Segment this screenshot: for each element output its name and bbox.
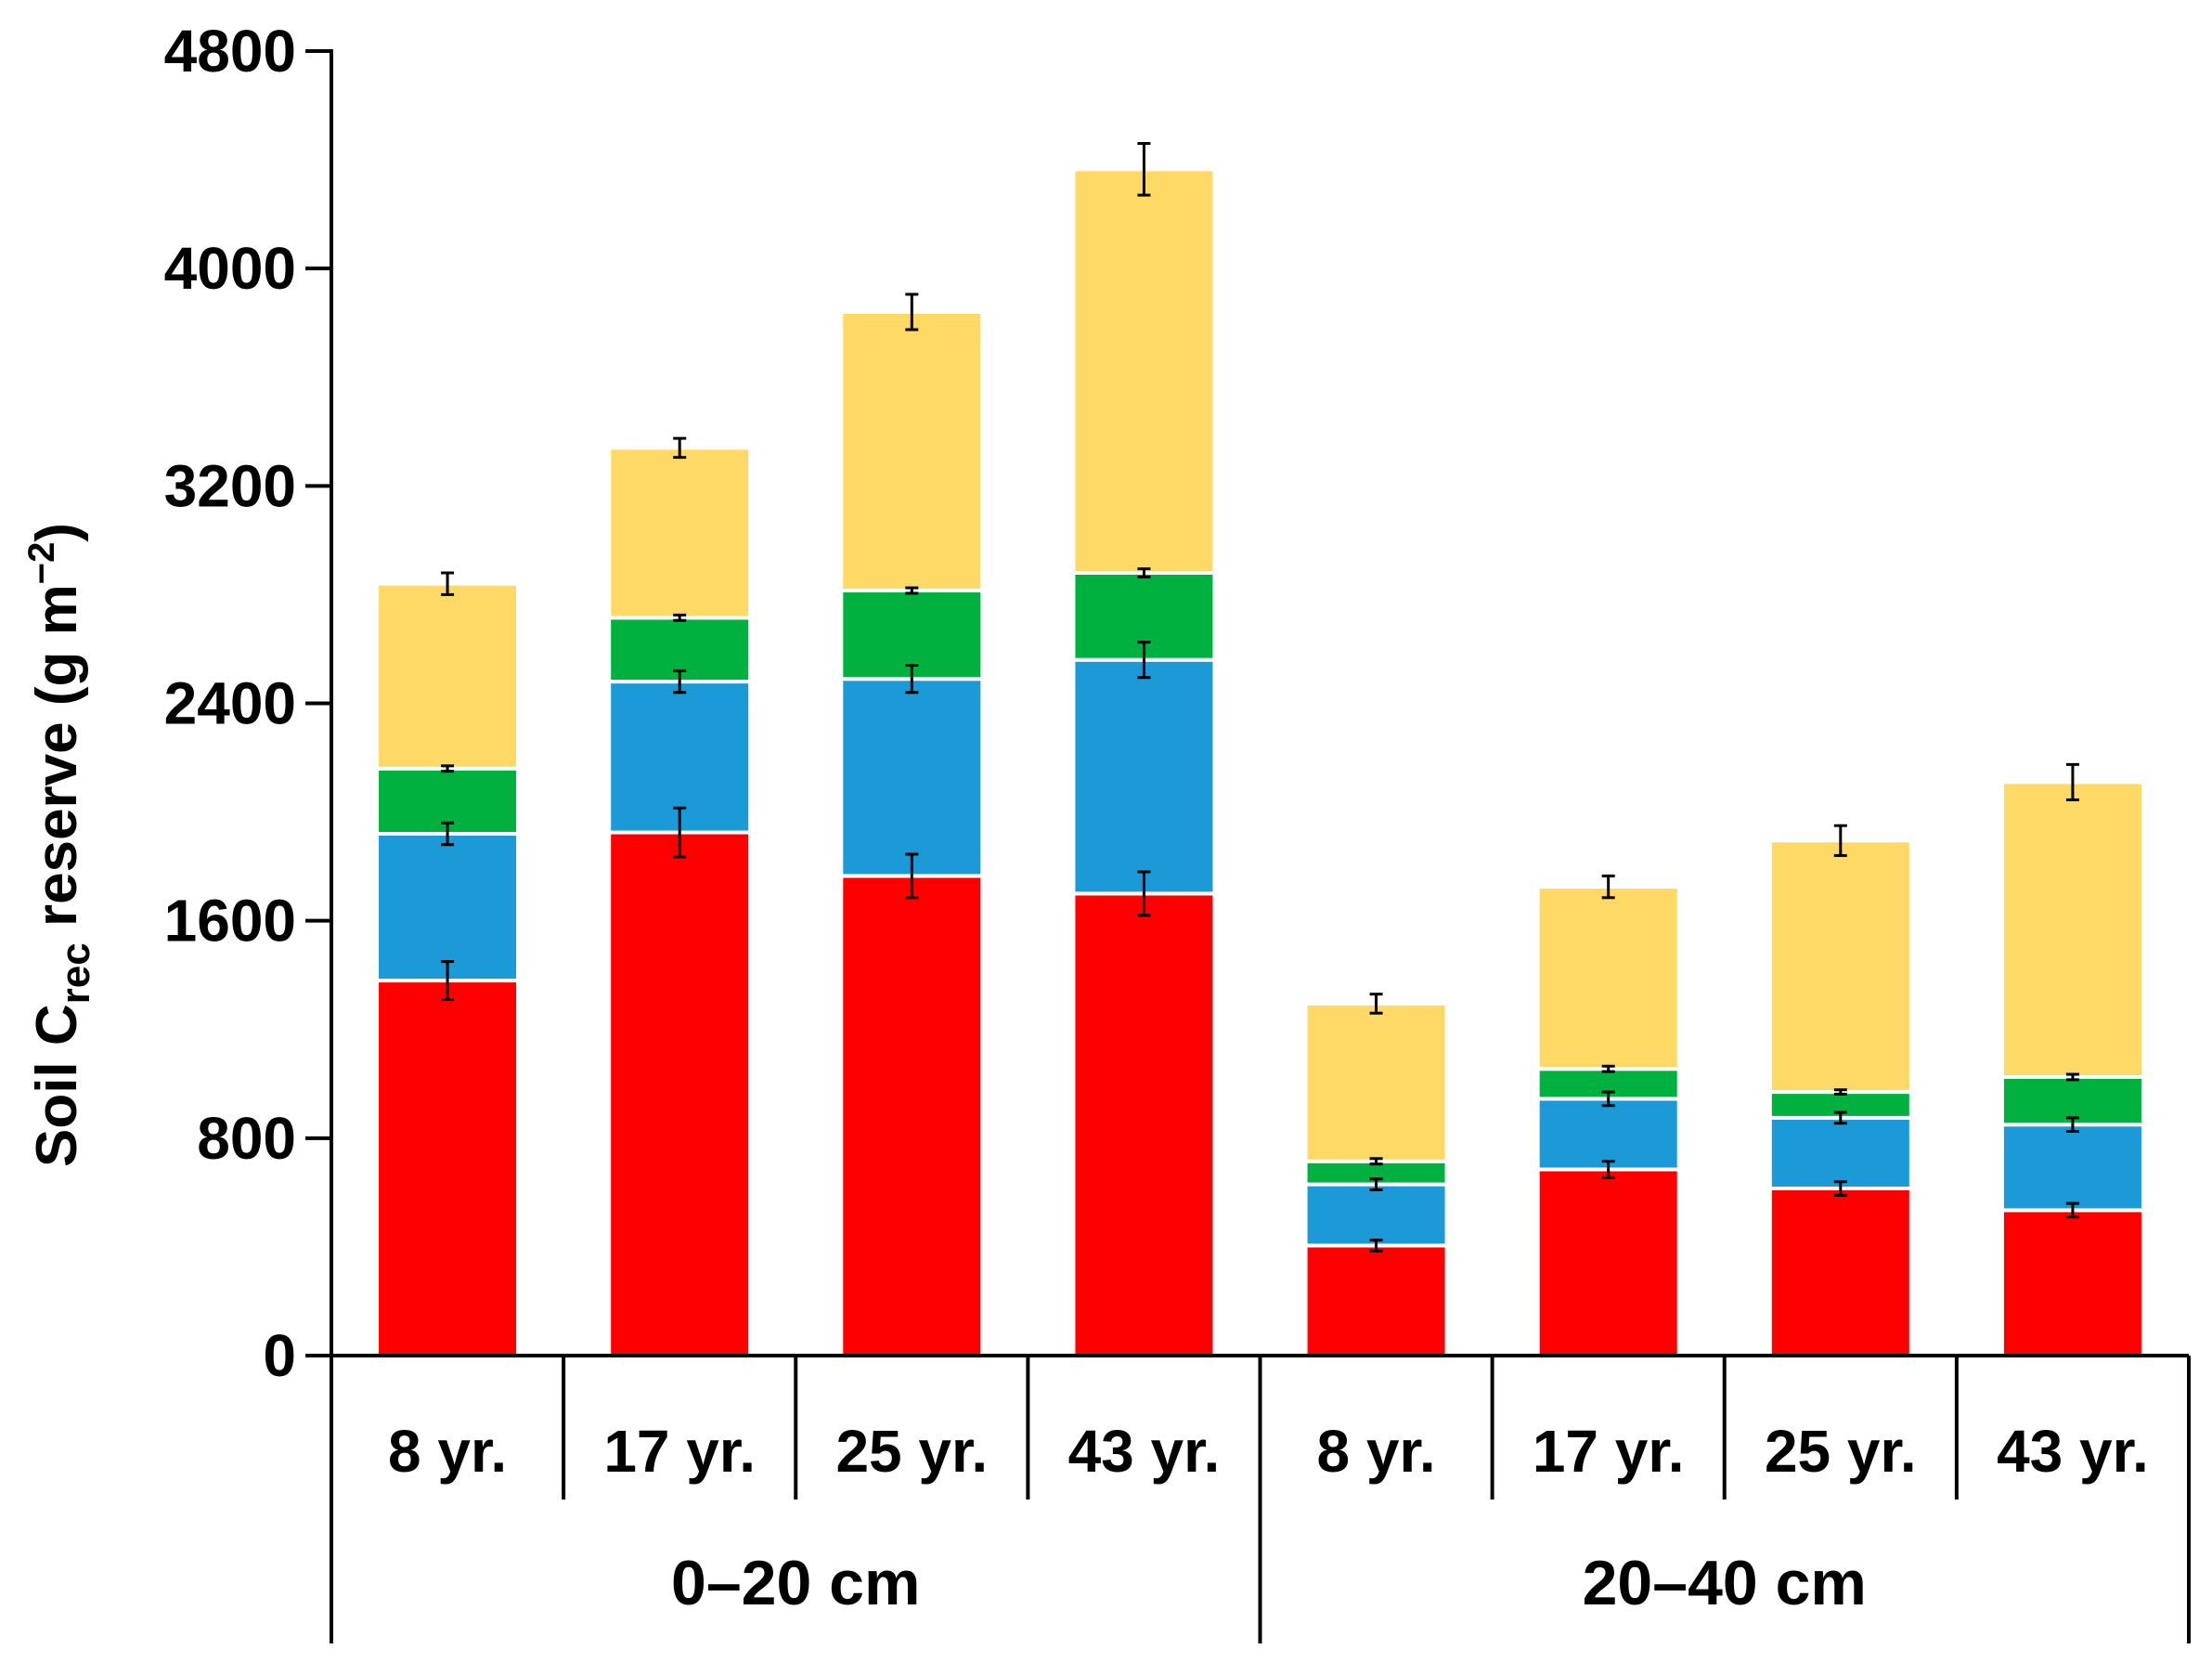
error-bar-red-2	[673, 806, 687, 859]
y-tick-label: 4000	[164, 235, 296, 302]
category-label: 43 yr.	[1997, 1418, 2149, 1485]
y-tick-label: 2400	[164, 670, 296, 737]
error-bar-yellow-5	[1369, 993, 1383, 1015]
y-tick-label: 800	[197, 1105, 296, 1172]
error-bar-blue-4	[1137, 641, 1151, 680]
error-bar-green-7	[1833, 1088, 1847, 1096]
error-bars-layer	[441, 142, 2079, 1253]
error-bar-yellow-7	[1833, 824, 1847, 857]
axes-layer	[305, 49, 2191, 1643]
bar-yellow-7	[1767, 838, 1913, 1095]
error-bar-blue-1	[441, 821, 455, 847]
error-bar-red-3	[905, 852, 919, 900]
bar-red-4	[1071, 891, 1217, 1357]
error-bar-yellow-1	[441, 571, 455, 596]
category-label: 8 yr.	[1317, 1418, 1436, 1485]
error-bar-green-3	[905, 586, 919, 595]
error-bar-green-8	[2065, 1072, 2079, 1082]
error-bar-green-1	[441, 764, 455, 773]
error-bar-green-6	[1601, 1064, 1615, 1073]
bar-yellow-8	[1999, 780, 2145, 1079]
y-tick-label: 0	[263, 1322, 296, 1389]
bar-red-3	[839, 874, 985, 1357]
bar-yellow-3	[839, 310, 985, 593]
category-label: 43 yr.	[1068, 1418, 1221, 1485]
y-tick-label: 4800	[164, 18, 296, 84]
bar-red-1	[375, 979, 521, 1357]
bar-red-5	[1303, 1243, 1449, 1357]
error-bar-red-5	[1369, 1239, 1383, 1253]
error-bar-yellow-8	[2065, 762, 2079, 801]
error-bar-red-7	[1833, 1180, 1847, 1197]
error-bar-green-5	[1369, 1157, 1383, 1166]
bar-yellow-6	[1535, 885, 1681, 1071]
category-label: 25 yr.	[1765, 1418, 1917, 1485]
bar-yellow-4	[1071, 167, 1217, 575]
error-bar-blue-5	[1369, 1177, 1383, 1191]
bar-yellow-1	[375, 581, 521, 771]
y-axis-title: Soil Crec reserve (g m−2)	[21, 523, 98, 1167]
category-label: 25 yr.	[835, 1418, 988, 1485]
bar-yellow-2	[607, 446, 753, 620]
bar-yellow-5	[1303, 1001, 1449, 1163]
error-bar-blue-6	[1601, 1090, 1615, 1108]
group-label: 20–40 cm	[1583, 1548, 1867, 1618]
error-bar-green-2	[673, 613, 687, 622]
category-label: 17 yr.	[1533, 1418, 1685, 1485]
bar-blue-4	[1071, 657, 1217, 896]
error-bar-blue-2	[673, 669, 687, 695]
bar-red-7	[1767, 1186, 1913, 1357]
group-label: 0–20 cm	[671, 1548, 920, 1618]
bar-red-2	[607, 830, 753, 1357]
error-bar-green-4	[1137, 567, 1151, 578]
error-bar-red-8	[2065, 1201, 2079, 1219]
bars-layer	[375, 167, 2145, 1357]
bar-blue-3	[839, 677, 985, 878]
error-bar-yellow-2	[673, 436, 687, 460]
error-bar-red-4	[1137, 870, 1151, 917]
bar-blue-5	[1303, 1182, 1449, 1248]
error-bar-yellow-3	[905, 292, 919, 331]
category-label: 17 yr.	[603, 1418, 756, 1485]
error-bar-blue-8	[2065, 1116, 2079, 1134]
bar-red-8	[1999, 1208, 2145, 1357]
error-bar-yellow-6	[1601, 874, 1615, 900]
category-label: 8 yr.	[388, 1418, 507, 1485]
error-bar-blue-7	[1833, 1110, 1847, 1125]
error-bar-blue-3	[905, 664, 919, 695]
bar-red-6	[1535, 1167, 1681, 1357]
bar-blue-6	[1535, 1097, 1681, 1172]
error-bar-yellow-4	[1137, 142, 1151, 197]
bar-blue-7	[1767, 1115, 1913, 1190]
y-tick-label: 1600	[164, 888, 296, 954]
error-bar-red-1	[441, 960, 455, 1002]
labels-layer: 0 800 1600 2400 3200 4000 4800 8 yr. 17 yr. 25 yr…	[164, 18, 2149, 1618]
bar-blue-8	[1999, 1123, 2145, 1213]
y-tick-label: 3200	[164, 452, 296, 519]
bar-blue-1	[375, 832, 521, 983]
error-bar-red-6	[1601, 1160, 1615, 1179]
